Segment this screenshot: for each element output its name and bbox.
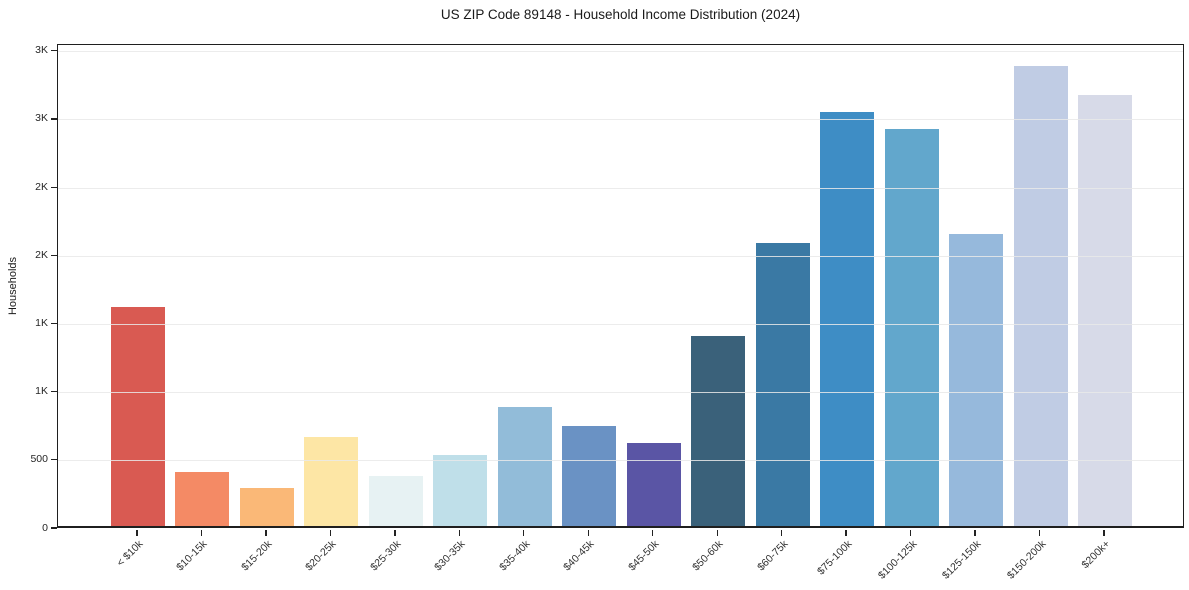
y-tick-label-3500: 3K xyxy=(35,44,48,57)
x-tick-mark-$60-75k xyxy=(781,530,783,536)
x-tick-mark-$15-20k xyxy=(265,530,267,536)
gridline-1500 xyxy=(58,323,1183,325)
x-tick-mark-$40-45k xyxy=(587,530,589,536)
y-tick-mark-1500 xyxy=(50,322,57,325)
x-tick-label-< $10k: < $10k xyxy=(114,538,146,569)
x-tick-mark-$20-25k xyxy=(329,530,332,536)
bar-$20-25k xyxy=(304,437,359,526)
x-tick-mark-$45-50k xyxy=(652,530,654,536)
x-tick-mark-< $10k xyxy=(136,530,138,536)
x-tick-mark-$25-30k xyxy=(394,530,396,536)
bar-$60-75k xyxy=(755,243,810,526)
bar-$15-20k xyxy=(239,487,294,526)
gridline-1000 xyxy=(58,392,1183,394)
gridline-3500 xyxy=(58,51,1183,53)
y-tick-mark-500 xyxy=(50,459,57,461)
gridline-3000 xyxy=(58,119,1183,121)
bar-$100-125k xyxy=(884,128,939,526)
bar-$125-150k xyxy=(949,233,1004,526)
gridline-2000 xyxy=(58,255,1183,257)
bar-$150-200k xyxy=(1013,65,1068,526)
y-tick-mark-0 xyxy=(50,527,57,529)
y-tick-mark-3500 xyxy=(50,50,57,52)
bar-$30-35k xyxy=(433,455,488,526)
bar-$40-45k xyxy=(562,425,617,526)
x-tick-mark-$30-35k xyxy=(458,530,460,536)
x-tick-mark-$200k+ xyxy=(1103,530,1105,536)
chart-title: US ZIP Code 89148 - Household Income Dis… xyxy=(440,7,801,22)
x-tick-mark-$35-40k xyxy=(523,530,525,536)
y-tick-label-1500: 1K xyxy=(35,316,48,329)
y-tick-label-500: 500 xyxy=(30,453,48,466)
y-tick-mark-1000 xyxy=(50,391,57,393)
y-tick-label-0: 0 xyxy=(42,521,48,534)
x-tick-mark-$150-200k xyxy=(1038,530,1041,536)
x-tick-mark-$75-100k xyxy=(845,530,847,536)
gridline-500 xyxy=(58,460,1183,462)
y-tick-label-2500: 2K xyxy=(35,180,48,193)
gridline-2500 xyxy=(58,187,1183,189)
bar-$25-30k xyxy=(368,475,423,526)
x-tick-mark-$50-60k xyxy=(716,530,718,536)
x-tick-mark-$100-125k xyxy=(909,530,912,536)
y-tick-mark-2000 xyxy=(50,254,57,256)
bar-$200k+ xyxy=(1078,94,1133,526)
y-tick-mark-3000 xyxy=(50,118,57,120)
y-tick-label-3000: 3K xyxy=(35,112,48,125)
bar-$45-50k xyxy=(626,442,681,526)
bar-$35-40k xyxy=(497,407,552,526)
x-tick-mark-$10-15k xyxy=(200,530,203,536)
y-axis-label: Households xyxy=(7,256,19,316)
y-tick-mark-2500 xyxy=(50,186,57,188)
bar-$50-60k xyxy=(691,335,746,526)
bar-$10-15k xyxy=(175,472,230,526)
plot-area xyxy=(57,44,1184,528)
y-tick-label-1000: 1K xyxy=(35,385,48,398)
x-tick-mark-$125-150k xyxy=(974,530,976,536)
bar-$75-100k xyxy=(820,112,875,526)
y-tick-label-2000: 2K xyxy=(35,248,48,261)
bar-< $10k xyxy=(110,306,165,526)
